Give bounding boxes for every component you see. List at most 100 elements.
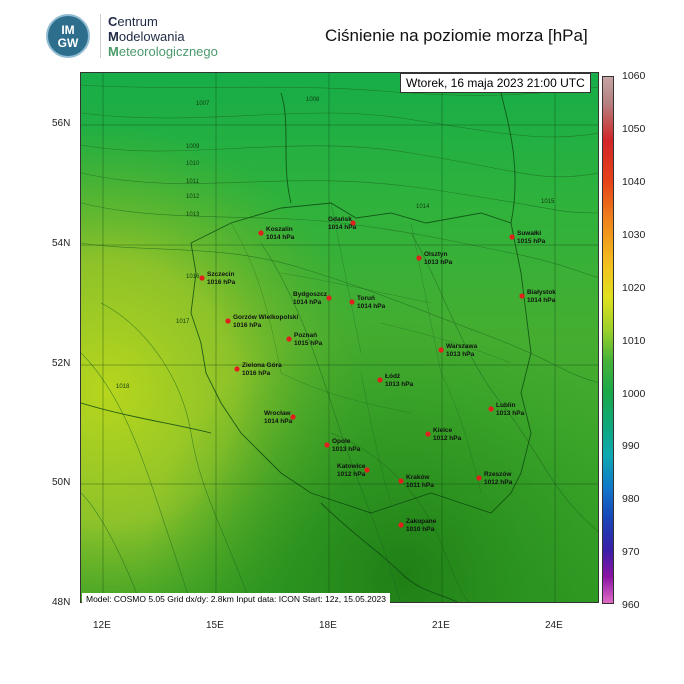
isobar-label: 1017	[176, 319, 190, 325]
isobar-label: 1015	[541, 199, 555, 205]
isobar-label: 1014	[416, 204, 430, 210]
lat-label-56: 56N	[52, 118, 71, 129]
logo-line3-cap: M	[108, 44, 119, 59]
svg-text:Zakopane: Zakopane	[406, 518, 437, 525]
svg-text:1014 hPa: 1014 hPa	[293, 299, 322, 306]
logo-line2-cap: M	[108, 29, 119, 44]
map-canvas: 1007 1008 1009 1010 1011 1012 1013 1014 …	[81, 73, 598, 602]
imgw-logo: IM GW	[46, 14, 90, 58]
colorbar-label-980: 980	[622, 493, 640, 505]
logo-line2: odelowania	[118, 29, 185, 44]
svg-text:Gdańsk: Gdańsk	[328, 216, 352, 223]
svg-text:1014 hPa: 1014 hPa	[357, 303, 386, 310]
logo-divider	[100, 14, 101, 58]
lat-label-50: 50N	[52, 477, 71, 488]
svg-text:Toruń: Toruń	[357, 295, 375, 302]
svg-text:Białystok: Białystok	[527, 289, 556, 296]
colorbar-label-1010: 1010	[622, 335, 646, 347]
svg-text:Bydgoszcz: Bydgoszcz	[293, 291, 328, 298]
forecast-datetime: Wtorek, 16 maja 2023 21:00 UTC	[400, 73, 591, 93]
isobar-label: 1012	[186, 194, 200, 200]
isobar-label: 1009	[186, 144, 200, 150]
logo-line1: entrum	[117, 14, 158, 29]
colorbar-label-970: 970	[622, 546, 640, 558]
pressure-map: 1007 1008 1009 1010 1011 1012 1013 1014 …	[80, 72, 599, 603]
svg-text:1016 hPa: 1016 hPa	[242, 370, 271, 377]
colorbar-label-1000: 1000	[622, 388, 646, 400]
isobar-label: 1007	[196, 101, 210, 107]
colorbar-label-990: 990	[622, 440, 640, 452]
svg-text:Rzeszów: Rzeszów	[484, 471, 512, 478]
lon-label-21: 21E	[432, 620, 450, 631]
isobar-label: 1008	[306, 97, 320, 103]
isobar-label: 1011	[186, 179, 200, 185]
logo-line3: eteorologicznego	[118, 44, 218, 59]
logo-badge-bottom: GW	[58, 36, 79, 50]
lat-label-54: 54N	[52, 238, 71, 249]
svg-text:1016 hPa: 1016 hPa	[233, 322, 262, 329]
colorbar-label-960: 960	[622, 599, 640, 611]
svg-text:1013 hPa: 1013 hPa	[496, 410, 525, 417]
svg-text:1012 hPa: 1012 hPa	[433, 435, 462, 442]
colorbar-label-1060: 1060	[622, 70, 646, 82]
colorbar-label-1020: 1020	[622, 282, 646, 294]
svg-text:Kielce: Kielce	[433, 427, 453, 434]
svg-text:1014 hPa: 1014 hPa	[527, 297, 556, 304]
svg-text:1011 hPa: 1011 hPa	[406, 482, 434, 489]
svg-text:Katowice: Katowice	[337, 463, 366, 470]
svg-text:Łódź: Łódź	[385, 373, 401, 380]
logo-line1-cap: C	[108, 14, 118, 29]
svg-text:1012 hPa: 1012 hPa	[484, 479, 513, 486]
svg-text:1016 hPa: 1016 hPa	[207, 279, 236, 286]
isobar-label: 1013	[186, 212, 200, 218]
lon-label-24: 24E	[545, 620, 563, 631]
isobar-lines	[81, 84, 598, 602]
page-title: Ciśnienie na poziomie morza [hPa]	[325, 26, 588, 45]
svg-text:Zielona Góra: Zielona Góra	[242, 362, 282, 369]
logo-badge-top: IM	[61, 23, 74, 37]
isobar-label: 1018	[116, 384, 130, 390]
svg-text:1015 hPa: 1015 hPa	[294, 340, 323, 347]
svg-text:1014 hPa: 1014 hPa	[264, 418, 293, 425]
grid-lines	[81, 73, 598, 602]
svg-text:Warszawa: Warszawa	[446, 343, 478, 350]
lon-label-12: 12E	[93, 620, 111, 631]
svg-text:Szczecin: Szczecin	[207, 271, 234, 278]
svg-text:1013 hPa: 1013 hPa	[424, 259, 453, 266]
lon-label-15: 15E	[206, 620, 224, 631]
svg-text:1014 hPa: 1014 hPa	[328, 224, 357, 231]
svg-text:1014 hPa: 1014 hPa	[266, 234, 295, 241]
svg-text:Olsztyn: Olsztyn	[424, 251, 448, 258]
svg-text:Opole: Opole	[332, 438, 351, 445]
isobar-label: 1016	[186, 274, 200, 280]
colorbar-label-1030: 1030	[622, 229, 646, 241]
svg-text:Kraków: Kraków	[406, 474, 430, 481]
lon-label-18: 18E	[319, 620, 337, 631]
svg-text:1013 hPa: 1013 hPa	[446, 351, 475, 358]
lat-label-52: 52N	[52, 358, 71, 369]
colorbar-label-1040: 1040	[622, 176, 646, 188]
svg-text:Gorzów Wielkopolski: Gorzów Wielkopolski	[233, 314, 299, 321]
svg-text:Koszalin: Koszalin	[266, 226, 293, 233]
colorbar-label-1050: 1050	[622, 123, 646, 135]
logo-text: Centrum Modelowania Meteorologicznego	[108, 14, 218, 59]
